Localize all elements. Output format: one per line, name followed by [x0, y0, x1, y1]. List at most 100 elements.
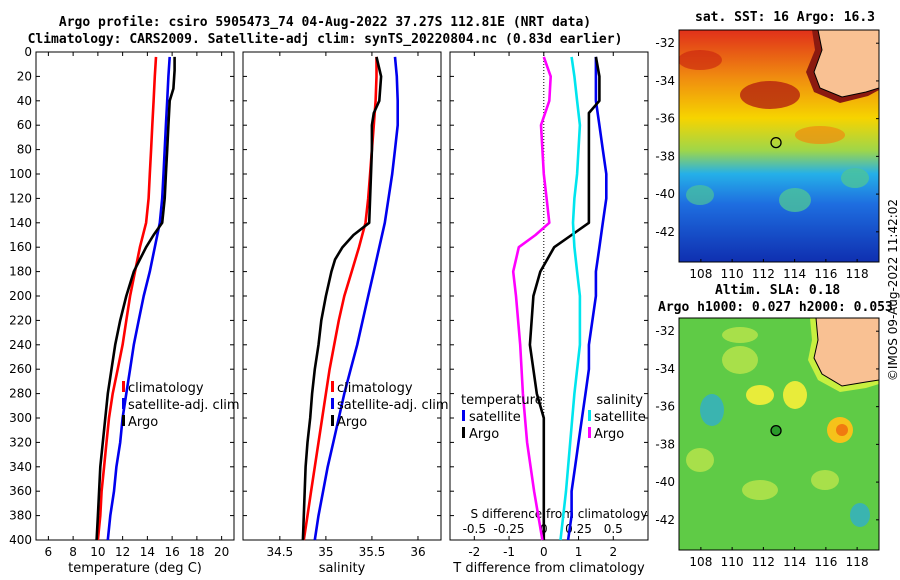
- legend-label: satellite-adj. clim: [337, 398, 449, 413]
- legend-swatch: [588, 427, 591, 438]
- sst-map-frame: [678, 29, 880, 263]
- x-tick-label: 16: [164, 545, 179, 559]
- sla-blob: [811, 470, 839, 490]
- sla-map-frame: [678, 317, 880, 551]
- sla-argo-marker: [770, 424, 782, 437]
- sla-blob: [722, 327, 758, 343]
- lon-tick-label: 110: [721, 555, 744, 569]
- s-tick-label: 0.25: [565, 522, 592, 536]
- y-tick-label: 240: [9, 338, 32, 352]
- y-tick-label: 120: [9, 191, 32, 205]
- sst-warm-patch: [740, 81, 800, 109]
- x-tick-label: 36: [410, 545, 425, 559]
- legend-label: Argo: [594, 427, 624, 442]
- lon-tick-label: 118: [846, 267, 869, 281]
- sla-blob: [686, 448, 714, 472]
- sst-green-eddy: [779, 188, 811, 212]
- lon-tick-label: 108: [689, 555, 712, 569]
- y-tick-label: 180: [9, 265, 32, 279]
- legend-swatch: [331, 398, 334, 409]
- y-tick-label: 280: [9, 387, 32, 401]
- legend-label: Argo: [337, 415, 367, 430]
- legend-swatch: [122, 415, 125, 426]
- sst-lat-axis: -32 -34 -36 -38 -40 -42: [655, 36, 879, 239]
- lat-tick-label: -32: [655, 324, 675, 338]
- lat-tick-label: -40: [655, 187, 675, 201]
- sla-blob: [722, 346, 758, 374]
- x-tick-label: 6: [45, 545, 53, 559]
- s-tick-label: -0.5: [463, 522, 486, 536]
- sla-blob: [700, 394, 724, 426]
- y-tick-label: 160: [9, 240, 32, 254]
- legend-swatch: [462, 410, 465, 421]
- sst-land: [813, 30, 879, 98]
- sst-map: -32 -34 -36 -38 -40 -42 108 110 112 114 116 118: [655, 29, 880, 281]
- s-axis-label: S difference from climatology: [471, 507, 648, 521]
- s-tick-label: 0.5: [604, 522, 623, 536]
- lat-tick-label: -38: [655, 437, 675, 451]
- y-tick-label: 40: [17, 94, 32, 108]
- sst-green-eddy: [841, 168, 869, 188]
- lon-tick-label: 116: [814, 555, 837, 569]
- x-axis-label: T difference from climatology: [452, 561, 645, 576]
- y-tick-label: 140: [9, 216, 32, 230]
- x-tick-label: 14: [140, 545, 155, 559]
- lat-tick-label: -38: [655, 149, 675, 163]
- x-tick-label: 2: [609, 545, 617, 559]
- sst-warm-patch: [795, 126, 845, 144]
- difference-panel: -2 -1 0 1 2 T difference from climatology S di…: [449, 51, 649, 576]
- plot-frame: [242, 51, 442, 541]
- x-tick-label: -2: [468, 545, 480, 559]
- sla-lat-axis: -32 -34 -36 -38 -40 -42: [655, 324, 879, 527]
- series-line-argo: [95, 56, 176, 541]
- sla-map: -32 -34 -36 -38 -40 -42 108 110 112 114 116 118: [655, 317, 880, 569]
- plot-frame: [35, 51, 235, 541]
- lon-tick-label: 116: [814, 267, 837, 281]
- legend-label: satellite: [469, 410, 521, 425]
- x-tick-label: 12: [115, 545, 130, 559]
- x-tick-label: -1: [503, 545, 515, 559]
- series-line-t-satellite: [566, 56, 608, 541]
- legend-label: climatology: [128, 381, 204, 396]
- y-tick-label: 320: [9, 435, 32, 449]
- legend-swatch: [331, 381, 334, 392]
- lat-tick-label: -42: [655, 225, 675, 239]
- series-line-argo: [301, 56, 383, 541]
- salinity-panel: 34.5 35 35.5 36 salinity climatology satellite…: [242, 51, 449, 576]
- lon-tick-label: 114: [783, 555, 806, 569]
- legend-label: climatology: [337, 381, 413, 396]
- series-line-satellite-adj-clim: [106, 56, 171, 541]
- x-tick-label: 35.5: [359, 545, 386, 559]
- lon-tick-label: 110: [721, 267, 744, 281]
- sla-lon-axis: 108 110 112 114 116 118: [689, 547, 869, 569]
- legend-label: Argo: [128, 415, 158, 430]
- lon-tick-label: 118: [846, 555, 869, 569]
- y-tick-label: 380: [9, 509, 32, 523]
- sla-blob: [836, 424, 848, 436]
- y-tick-label: 60: [17, 118, 32, 132]
- y-tick-label: 400: [9, 533, 32, 547]
- y-tick-label: 0: [24, 45, 32, 59]
- x-tick-label: 10: [90, 545, 105, 559]
- x-axis-label: temperature (deg C): [68, 561, 202, 576]
- figure-title-line1: Argo profile: csiro 5905473_74 04-Aug-20…: [58, 15, 592, 30]
- series-line-t-argo: [528, 56, 601, 540]
- x-tick-label: 20: [214, 545, 229, 559]
- sst-warm-patch: [679, 50, 722, 70]
- x-tick-label: 35: [318, 545, 333, 559]
- legend-swatch: [122, 381, 125, 392]
- sla-blob: [783, 381, 807, 409]
- plot-frame: [449, 51, 649, 541]
- legend-label: satellite: [594, 410, 646, 425]
- y-tick-label: 100: [9, 167, 32, 181]
- lat-tick-label: -32: [655, 36, 675, 50]
- x-tick-label: 34.5: [266, 545, 293, 559]
- sla-land: [813, 318, 879, 387]
- sla-map-title-line2: Argo h1000: 0.027 h2000: 0.053: [658, 300, 893, 315]
- lat-tick-label: -36: [655, 112, 675, 126]
- legend-swatch: [331, 415, 334, 426]
- lon-tick-label: 108: [689, 267, 712, 281]
- sla-map-title-line1: Altim. SLA: 0.18: [715, 283, 841, 298]
- lat-tick-label: -34: [655, 74, 675, 88]
- y-tick-label: 20: [17, 69, 32, 83]
